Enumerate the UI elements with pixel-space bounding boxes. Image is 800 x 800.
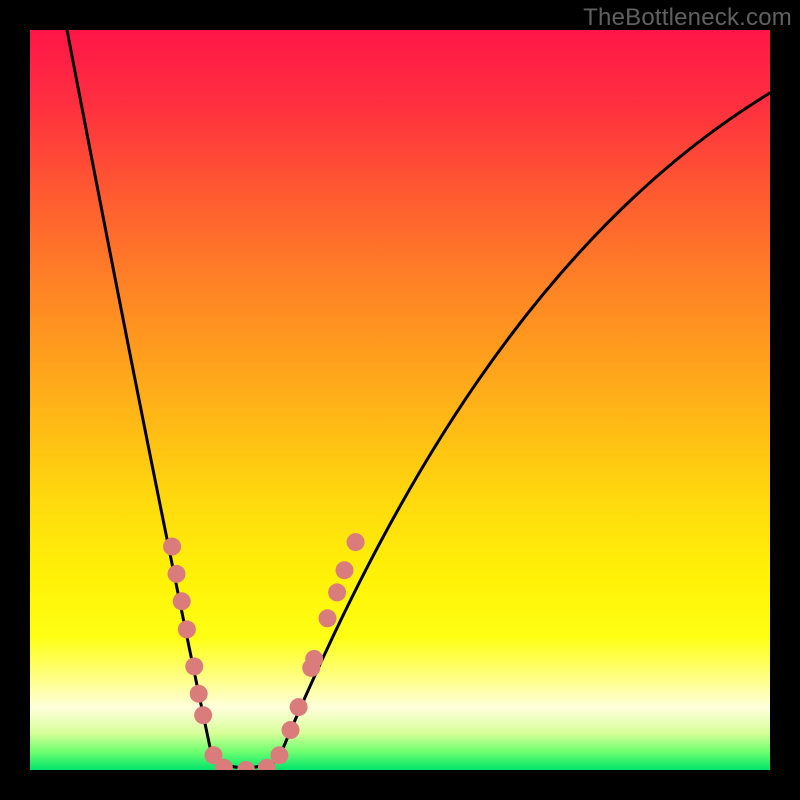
data-point-marker [281,721,299,739]
data-point-marker [290,698,308,716]
data-point-marker [347,533,365,551]
data-point-marker [173,592,191,610]
data-point-marker [318,609,336,627]
data-point-marker [270,746,288,764]
data-point-marker [237,761,255,770]
data-point-marker [168,565,186,583]
data-point-marker [336,561,354,579]
data-point-marker [163,538,181,556]
bottleneck-curve-path [67,30,770,768]
data-point-marker [185,657,203,675]
data-point-marker [194,706,212,724]
outer-frame: TheBottleneck.com [0,0,800,800]
data-point-marker [305,650,323,668]
data-point-marker [328,583,346,601]
watermark-text: TheBottleneck.com [583,4,792,32]
bottleneck-curve-chart [30,30,770,770]
plot-area [30,30,770,770]
data-point-marker [190,685,208,703]
data-point-marker [178,620,196,638]
